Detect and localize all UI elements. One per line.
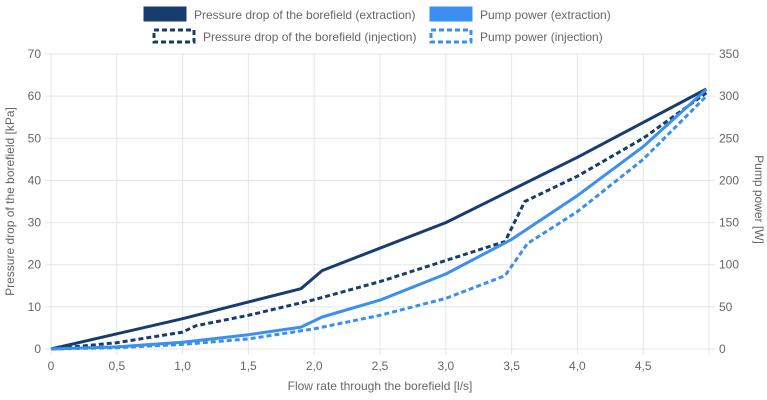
legend-item-1[interactable]: Pressure drop of the borefield (extracti… [143, 6, 415, 22]
y-left-tick-label: 60 [28, 89, 42, 103]
series-lines [50, 87, 708, 351]
y-right-tick-label: 350 [719, 47, 739, 61]
y-right-tick-label: 300 [719, 89, 739, 103]
legend-label: Pump power (injection) [480, 30, 603, 44]
y-right-tick-label: 50 [719, 300, 733, 314]
legend-item-4[interactable]: Pump power (injection) [429, 28, 603, 44]
legend-item-3[interactable]: Pump power (extraction) [429, 6, 611, 22]
legend-label: Pump power (extraction) [480, 8, 611, 22]
legend-label: Pressure drop of the borefield (injectio… [203, 30, 416, 44]
x-tick-label: 4,5 [635, 359, 652, 373]
series-line-3 [50, 88, 708, 351]
axes: 0 10 20 30 40 50 60 70 0 50 100 150 200 250 300 350 0 0,5… [28, 47, 740, 373]
grid [45, 53, 715, 355]
legend-label: Pressure drop of the borefield (extracti… [194, 8, 415, 22]
y-left-tick-label: 30 [28, 216, 42, 230]
y-left-tick-label: 50 [28, 131, 42, 145]
y-right-tick-label: 0 [719, 342, 726, 356]
series-line-2 [50, 91, 708, 351]
x-tick-label: 0,5 [108, 359, 125, 373]
x-tick-label: 0 [48, 359, 55, 373]
x-tick-label: 3,5 [503, 359, 520, 373]
series-line-4 [50, 95, 708, 351]
y-left-tick-label: 0 [34, 342, 41, 356]
series-line-1 [50, 87, 708, 351]
legend-item-2[interactable]: Pressure drop of the borefield (injectio… [152, 28, 416, 44]
y-right-tick-label: 200 [719, 173, 739, 187]
legend-swatch [143, 6, 187, 22]
y-right-tick-label: 150 [719, 216, 739, 230]
legend-swatch [429, 6, 473, 22]
y-left-tick-label: 40 [28, 173, 42, 187]
legend-swatch [429, 28, 473, 44]
y-left-tick-label: 70 [28, 47, 42, 61]
x-tick-label: 2,5 [372, 359, 389, 373]
x-tick-label: 2,0 [306, 359, 323, 373]
x-tick-label: 3,0 [437, 359, 454, 373]
x-tick-label: 1,0 [174, 359, 191, 373]
y-left-tick-label: 10 [28, 300, 42, 314]
y-left-axis-title: Pressure drop of the borefield [kPa] [3, 107, 17, 296]
y-right-axis-title: Pump power [W] [752, 155, 766, 244]
y-left-tick-label: 20 [28, 258, 42, 272]
y-right-tick-label: 100 [719, 258, 739, 272]
y-right-tick-label: 250 [719, 131, 739, 145]
x-tick-label: 4,0 [569, 359, 586, 373]
x-tick-label: 1,5 [240, 359, 257, 373]
legend: Pressure drop of the borefield (extracti… [143, 6, 611, 44]
x-axis-title: Flow rate through the borefield [l/s] [288, 379, 473, 393]
legend-swatch [152, 28, 196, 44]
